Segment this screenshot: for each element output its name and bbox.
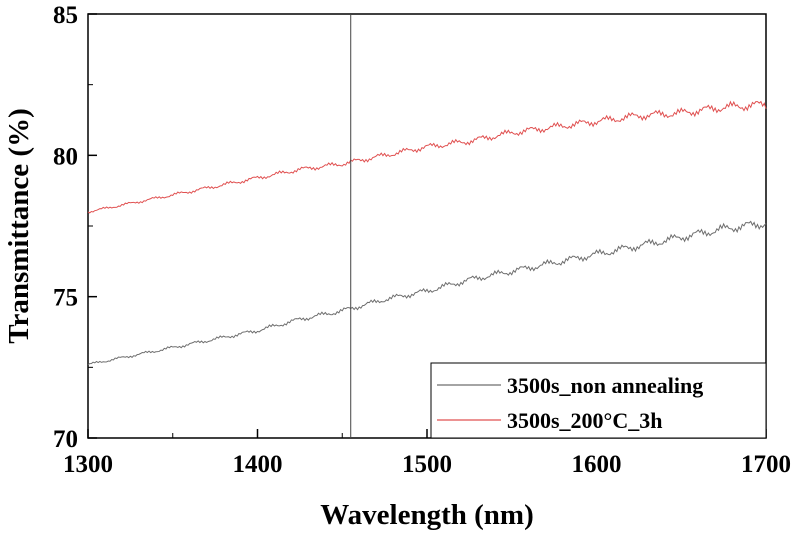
y-tick-label: 75 bbox=[53, 285, 78, 312]
y-tick-label: 80 bbox=[53, 143, 78, 170]
legend: 3500s_non annealing 3500s_200°C_3h bbox=[430, 362, 767, 439]
x-tick-label: 1400 bbox=[233, 451, 283, 478]
x-axis-title: Wavelength (nm) bbox=[320, 499, 533, 531]
x-tick-label: 1700 bbox=[741, 451, 791, 478]
legend-label: 3500s_non annealing bbox=[507, 373, 703, 398]
x-axis: 1300 1400 1500 1600 1700 bbox=[63, 429, 791, 478]
y-axis: 70 75 80 85 bbox=[53, 2, 97, 453]
x-tick-label: 1300 bbox=[63, 451, 113, 478]
y-axis-title: Transmittance (%) bbox=[3, 108, 35, 343]
legend-label: 3500s_200°C_3h bbox=[507, 408, 662, 433]
legend-box bbox=[430, 362, 767, 439]
y-tick-label: 85 bbox=[53, 2, 78, 29]
y-tick-label: 70 bbox=[53, 426, 78, 453]
x-tick-label: 1600 bbox=[572, 451, 622, 478]
series-layer bbox=[87, 100, 767, 365]
series-line-2 bbox=[87, 100, 767, 214]
series-line-1 bbox=[87, 220, 767, 365]
x-tick-label: 1500 bbox=[402, 451, 452, 478]
